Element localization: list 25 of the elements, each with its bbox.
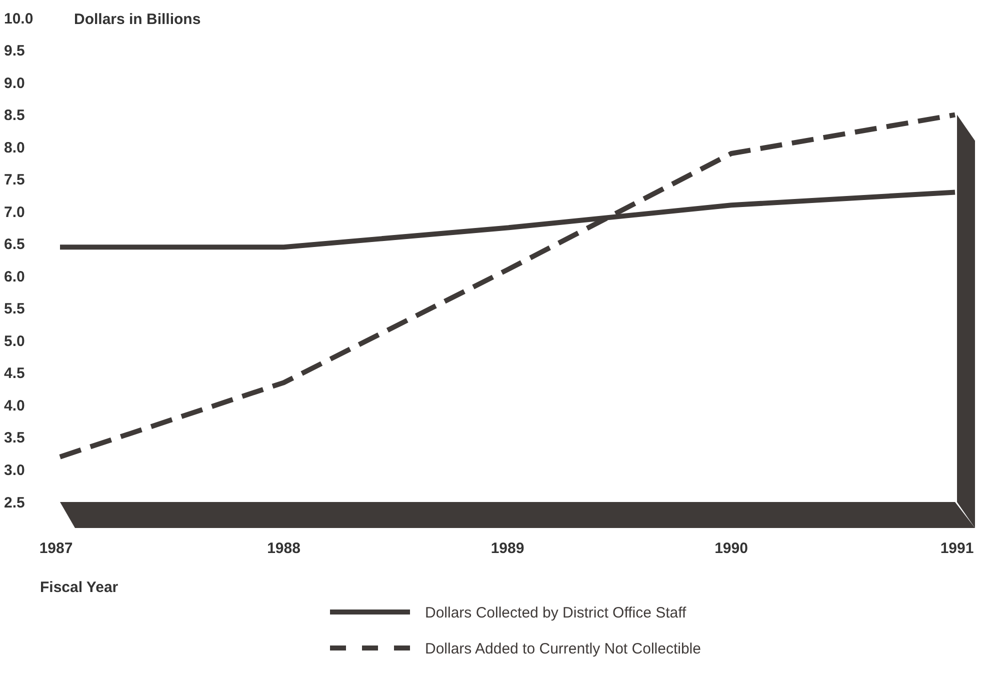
y-tick-label: 7.5: [4, 172, 25, 189]
y-tick-label: 3.5: [4, 430, 25, 447]
x-tick-label: 1991: [940, 540, 974, 557]
y-tick-label: 6.5: [4, 236, 25, 254]
y-tick-label: 8.5: [4, 107, 25, 124]
y-tick-label: 10.0: [4, 10, 34, 28]
x-tick-label: 1987: [39, 540, 73, 557]
y-tick-label: 9.0: [4, 74, 25, 92]
y-tick-label: 8.0: [4, 139, 25, 156]
x-tick-label: 1989: [490, 540, 524, 557]
x-tick-label: 1988: [267, 540, 300, 557]
y-axis-title: Dollars in Billions: [74, 11, 201, 28]
y-tick-label: 2.5: [4, 494, 25, 512]
y-tick-label: 6.0: [4, 268, 25, 286]
y-tick-label: 5.0: [4, 332, 25, 350]
y-tick-label: 7.0: [4, 204, 25, 221]
y-tick-label: 3.0: [4, 462, 25, 479]
y-tick-label: 4.0: [4, 397, 25, 414]
x-axis-title: Fiscal Year: [40, 579, 118, 596]
x-tick-label: 1990: [714, 540, 748, 557]
y-tick-label: 9.5: [4, 42, 25, 60]
legend-label: Dollars Collected by District Office Staff: [425, 604, 688, 622]
y-tick-label: 5.5: [4, 300, 25, 318]
legend-label: Dollars Added to Currently Not Collectible: [425, 640, 701, 658]
y-tick-label: 4.5: [4, 365, 25, 382]
